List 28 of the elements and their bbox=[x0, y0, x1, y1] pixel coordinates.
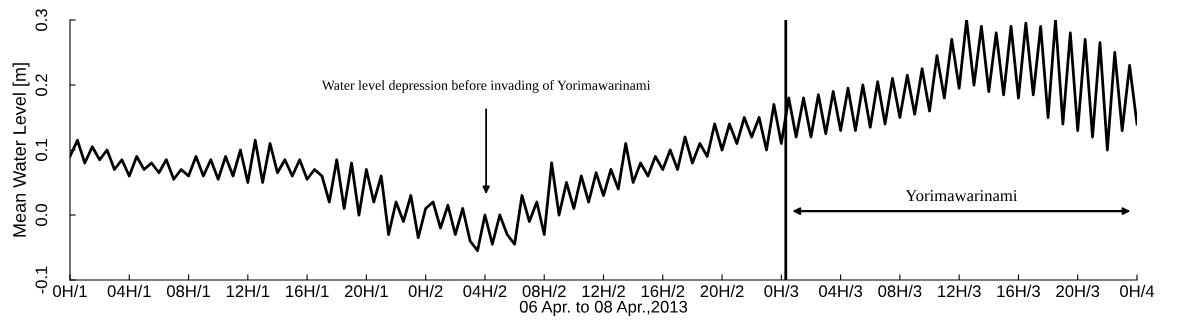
x-tick-label: 12H/2 bbox=[582, 284, 625, 298]
x-tick-label: 20H/3 bbox=[1056, 284, 1100, 298]
y-axis-title: Mean Water Level [m] bbox=[12, 63, 30, 237]
x-tick-label: 16H/3 bbox=[997, 284, 1040, 298]
x-tick-label: 16H/2 bbox=[641, 284, 685, 298]
annotation: Water level depression before invading of Yorimawarinami bbox=[321, 80, 651, 93]
x-tick-label: 0H/4 bbox=[1120, 284, 1155, 298]
x-tick-label: 04H/1 bbox=[107, 284, 151, 298]
x-tick-label: 12H/1 bbox=[226, 284, 270, 298]
x-tick-label: 12H/3 bbox=[938, 284, 981, 298]
x-tick-label: 08H/2 bbox=[522, 284, 566, 298]
x-tick-label: 04H/3 bbox=[819, 284, 863, 298]
y-tick-label: 0.1 bbox=[35, 139, 48, 161]
y-tick-label: 0.3 bbox=[35, 9, 48, 31]
x-tick-label: 0H/1 bbox=[53, 284, 87, 298]
x-tick-label: 16H/1 bbox=[286, 284, 329, 298]
x-axis-title: 06 Apr. to 08 Apr.,2013 bbox=[519, 300, 688, 316]
annotation: Yorimawarinami bbox=[905, 190, 1018, 202]
x-tick-label: 0H/2 bbox=[408, 284, 443, 298]
y-tick-label: -0.1 bbox=[35, 266, 48, 294]
x-tick-label: 04H/2 bbox=[463, 284, 507, 298]
x-tick-label: 0H/3 bbox=[764, 284, 799, 298]
x-tick-label: 08H/1 bbox=[166, 284, 210, 298]
x-tick-label: 20H/1 bbox=[344, 284, 388, 298]
y-tick-label: 0.2 bbox=[35, 74, 48, 96]
x-tick-label: 20H/2 bbox=[700, 284, 744, 298]
x-tick-label: 08H/3 bbox=[878, 284, 922, 298]
y-tick-label: 0.0 bbox=[35, 204, 48, 226]
